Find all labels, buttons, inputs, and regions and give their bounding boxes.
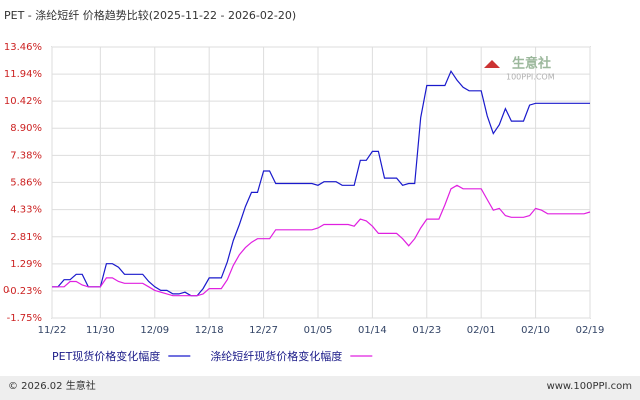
y-tick-label: -0.23% (7, 286, 42, 297)
x-tick-label: 11/22 (38, 325, 67, 336)
legend-label: 涤纶短纤现货价格变化幅度 (210, 349, 342, 363)
series-line (52, 184, 591, 297)
y-tick-label: 2.81% (10, 232, 42, 243)
x-tick-label: 02/01 (467, 325, 496, 336)
y-tick-label: 1.29% (10, 259, 42, 270)
x-tick-label: 12/18 (195, 325, 224, 336)
y-tick-label: 8.90% (10, 123, 42, 134)
footer-right: www.100PPI.com (547, 381, 632, 392)
x-tick-label: 01/14 (358, 325, 387, 336)
watermark-text: 100PPI.COM (506, 73, 555, 82)
watermark-text: 生意社 (512, 56, 551, 72)
y-tick-label: 7.38% (10, 150, 42, 161)
x-tick-label: 12/27 (249, 325, 278, 336)
watermark: 生意社 100PPI.COM (484, 56, 555, 82)
series-line (52, 69, 590, 297)
x-tick-label: 01/05 (304, 325, 333, 336)
x-tick-label: 12/09 (140, 325, 169, 336)
y-tick-label: -1.75% (7, 313, 42, 324)
legend-label: PET现货价格变化幅度 (52, 349, 160, 363)
x-tick-label: 01/23 (412, 325, 441, 336)
zero-label: 0 (3, 285, 9, 296)
y-tick-label: 5.86% (10, 177, 42, 188)
y-tick-label: 10.42% (4, 96, 42, 107)
footer-bar (0, 376, 640, 400)
y-tick-label: 13.46% (4, 42, 42, 53)
x-tick-label: 11/30 (86, 325, 115, 336)
footer-left: © 2026.02 生意社 (8, 379, 96, 392)
y-tick-label: 4.33% (10, 205, 42, 216)
y-tick-label: 11.94% (4, 69, 42, 80)
logo-icon (484, 60, 500, 68)
x-tick-label: 02/19 (576, 325, 605, 336)
x-tick-label: 02/10 (521, 325, 550, 336)
chart-title: PET - 涤纶短纤 价格趋势比较(2025-11-22 - 2026-02-2… (4, 8, 296, 22)
